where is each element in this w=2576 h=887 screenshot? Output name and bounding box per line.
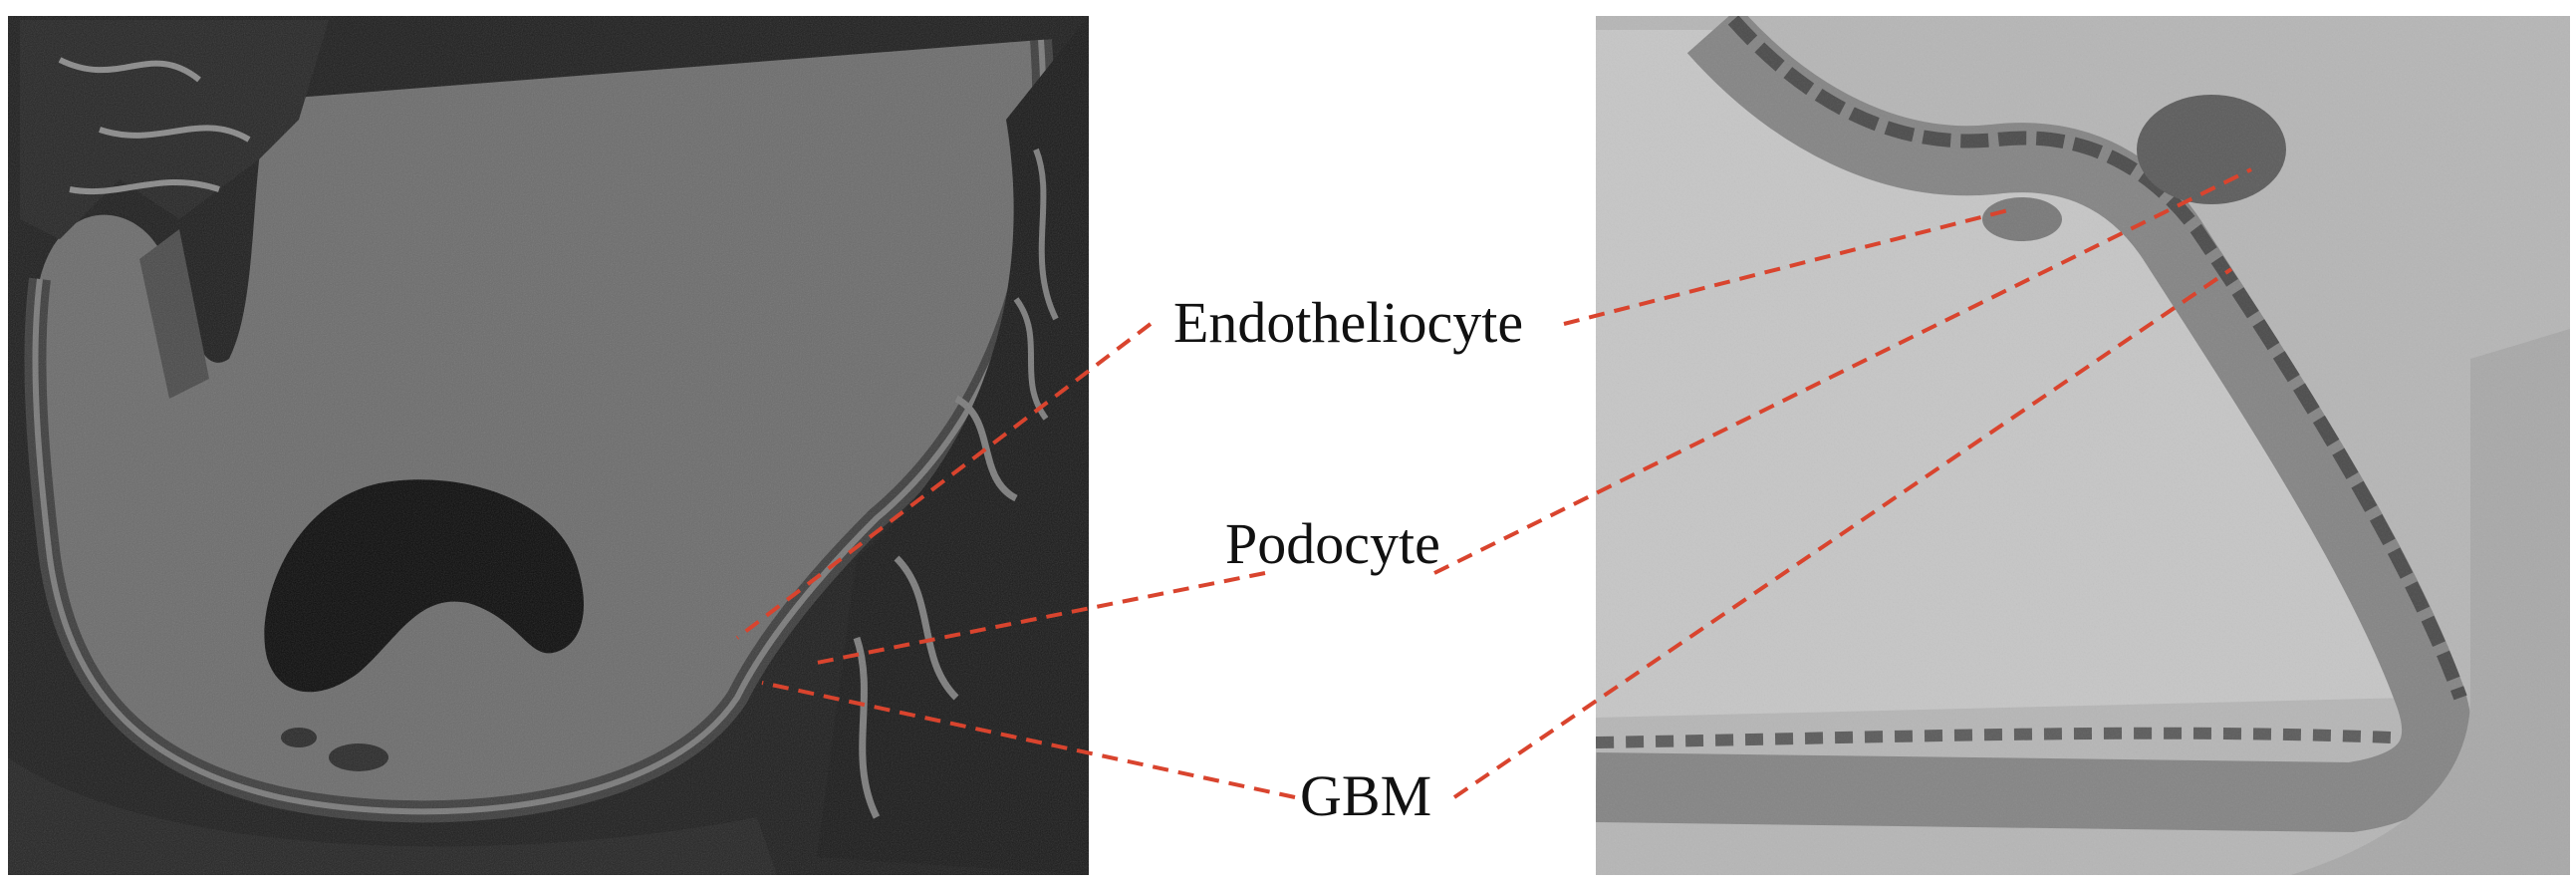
podocyte-leader-right — [1433, 167, 2252, 575]
gbm-leader-left — [761, 681, 1296, 799]
gbm-leader-right — [1452, 267, 2233, 799]
left-micrograph — [8, 16, 1089, 875]
right-micrograph — [1596, 16, 2570, 875]
leader-lines — [735, 167, 2252, 799]
label-gbm: GBM — [1300, 763, 1431, 828]
label-podocyte: Podocyte — [1225, 511, 1440, 576]
endotheliocyte-leader-left — [735, 322, 1153, 640]
label-endotheliocyte: Endotheliocyte — [1173, 290, 1523, 355]
